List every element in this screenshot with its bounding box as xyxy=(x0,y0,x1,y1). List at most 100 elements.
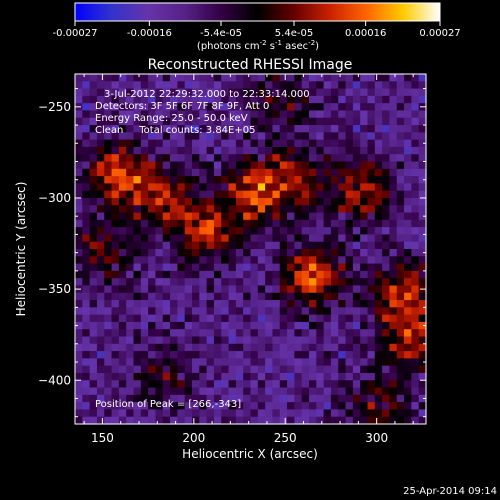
heatmap-cell xyxy=(82,380,91,389)
heatmap-cell xyxy=(206,110,215,119)
heatmap-cell xyxy=(148,263,157,272)
heatmap-cell xyxy=(316,307,325,316)
heatmap-cell xyxy=(330,314,339,323)
heatmap-cell xyxy=(162,139,171,148)
heatmap-cell xyxy=(272,249,281,257)
heatmap-cell xyxy=(338,241,347,250)
heatmap-cell xyxy=(199,292,208,301)
heatmap-cell xyxy=(155,146,164,155)
heatmap-cell xyxy=(404,321,412,330)
heatmap-cell xyxy=(126,263,135,272)
heatmap-cell xyxy=(235,110,244,119)
heatmap-cell xyxy=(162,394,171,403)
heatmap-cell xyxy=(367,249,376,257)
heatmap-cell xyxy=(418,307,427,316)
heatmap-cell xyxy=(411,190,420,199)
heatmap-cell xyxy=(411,168,420,177)
heatmap-cell xyxy=(199,183,208,192)
heatmap-cell xyxy=(411,197,420,206)
heatmap-cell xyxy=(221,409,230,418)
heatmap-cell xyxy=(111,256,120,265)
heatmap-cell xyxy=(265,146,274,155)
heatmap-cell xyxy=(104,343,113,352)
heatmap-cell xyxy=(118,278,127,287)
heatmap-cell xyxy=(104,110,113,119)
heatmap-cell xyxy=(272,241,281,250)
heatmap-cell xyxy=(82,168,91,177)
heatmap-cell xyxy=(162,110,171,119)
heatmap-cell xyxy=(404,416,412,425)
heatmap-cell xyxy=(374,285,383,294)
heatmap-cell xyxy=(411,263,420,272)
heatmap-cell xyxy=(228,336,237,345)
heatmap-cell xyxy=(104,351,113,359)
heatmap-cell xyxy=(140,183,149,192)
heatmap-cell xyxy=(199,168,208,177)
heatmap-cell xyxy=(404,336,412,345)
heatmap-cell xyxy=(192,176,200,184)
heatmap-cell xyxy=(345,117,354,126)
heatmap-cell xyxy=(367,219,376,228)
heatmap-cell xyxy=(96,146,105,155)
heatmap-cell xyxy=(279,380,288,389)
heatmap-cell xyxy=(294,117,303,126)
heatmap-cell xyxy=(279,183,288,192)
heatmap-cell xyxy=(294,249,303,257)
heatmap-cell xyxy=(294,300,303,308)
heatmap-cell xyxy=(162,263,171,272)
heatmap-cell xyxy=(111,190,120,199)
heatmap-cell xyxy=(265,358,274,367)
heatmap-cell xyxy=(206,125,215,133)
heatmap-cell xyxy=(111,227,120,236)
heatmap-cell xyxy=(411,351,420,359)
heatmap-cell xyxy=(126,314,135,323)
heatmap-cell xyxy=(404,117,412,126)
heatmap-cell xyxy=(279,95,288,104)
heatmap-cell xyxy=(177,95,186,104)
heatmap-cell xyxy=(177,314,186,323)
heatmap-cell xyxy=(404,183,412,192)
heatmap-cell xyxy=(345,168,354,177)
heatmap-cell xyxy=(104,416,113,425)
heatmap-cell xyxy=(338,103,347,112)
heatmap-cell xyxy=(192,278,200,287)
heatmap-cell xyxy=(221,380,230,389)
heatmap-cell xyxy=(338,81,347,90)
heatmap-cell xyxy=(75,343,83,352)
heatmap-cell xyxy=(133,321,142,330)
heatmap-cell xyxy=(360,314,369,323)
heatmap-cell xyxy=(206,81,215,90)
heatmap-cell xyxy=(287,292,295,301)
heatmap-cell xyxy=(133,176,142,184)
heatmap-cell xyxy=(96,219,105,228)
heatmap-cell xyxy=(338,234,347,243)
heatmap-cell xyxy=(118,300,127,308)
heatmap-cell xyxy=(162,168,171,177)
heatmap-cell xyxy=(126,183,135,192)
heatmap-cell xyxy=(96,321,105,330)
heatmap-cell xyxy=(360,183,369,192)
heatmap-cell xyxy=(126,117,135,126)
heatmap-cell xyxy=(213,278,222,287)
heatmap-cell xyxy=(316,212,325,221)
heatmap-cell xyxy=(221,343,230,352)
heatmap-cell xyxy=(396,278,405,287)
heatmap-cell xyxy=(155,234,164,243)
heatmap-cell xyxy=(338,146,347,155)
heatmap-cell xyxy=(140,161,149,170)
heatmap-cell xyxy=(309,365,317,374)
heatmap-cell xyxy=(243,329,252,338)
heatmap-cell xyxy=(404,394,412,403)
heatmap-cell xyxy=(257,343,266,352)
heatmap-cell xyxy=(155,117,164,126)
heatmap-cell xyxy=(162,336,171,345)
heatmap-cell xyxy=(126,74,135,82)
heatmap-cell xyxy=(126,372,135,381)
heatmap-cell xyxy=(374,197,383,206)
heatmap-cell xyxy=(235,409,244,418)
heatmap-cell xyxy=(213,241,222,250)
heatmap-cell xyxy=(323,307,332,316)
heatmap-cell xyxy=(243,205,252,214)
heatmap-cell xyxy=(170,409,178,418)
heatmap-cell xyxy=(177,307,186,316)
